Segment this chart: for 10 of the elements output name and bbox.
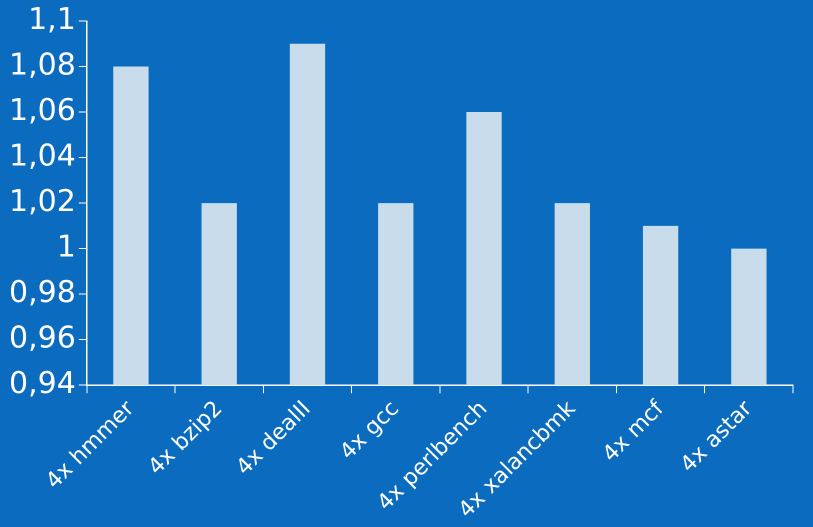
y-tick-label: 1 [56, 229, 76, 264]
y-tick-label: 1,1 [28, 2, 76, 37]
y-tick-label: 0,96 [9, 320, 76, 356]
x-tick-label: 4x gcc [335, 396, 404, 465]
y-tick-label: 0,98 [9, 274, 76, 310]
y-tick-label: 0,94 [9, 366, 76, 402]
y-tick-label: 1,06 [9, 92, 76, 128]
y-tick-label: 1,04 [9, 138, 76, 174]
y-tick-label: 1,02 [9, 184, 76, 219]
y-tick-label: 1,08 [9, 47, 76, 82]
